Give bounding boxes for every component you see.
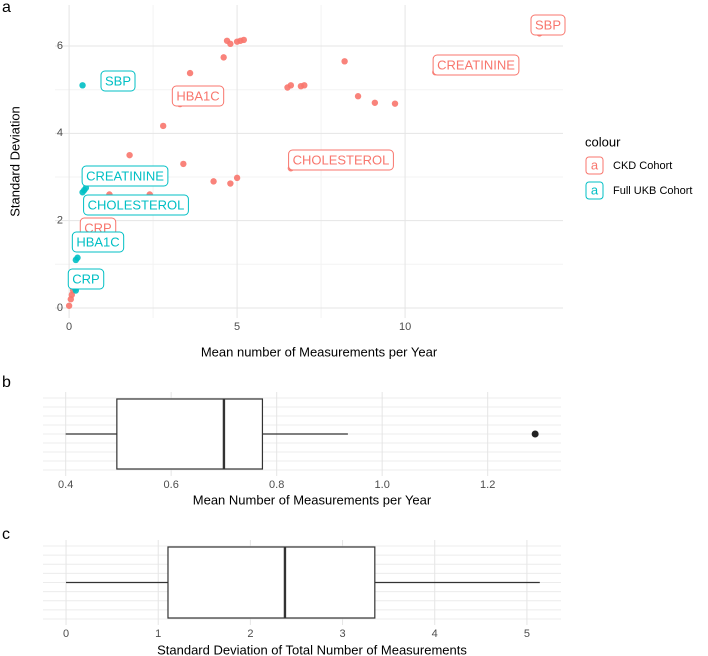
- point: [354, 93, 362, 100]
- x-tick-label: 5: [234, 321, 240, 333]
- point-label: HBA1C: [176, 88, 219, 103]
- y-axis-title: Standard Deviation: [7, 106, 22, 217]
- x-tick-label: 10: [399, 321, 411, 333]
- point: [287, 82, 295, 89]
- legend-key-text: a: [591, 182, 599, 197]
- point: [240, 36, 248, 44]
- x-axis-title: Standard Deviation of Total Number of Me…: [157, 642, 467, 656]
- x-axis-title: Mean Number of Measurements per Year: [193, 492, 432, 507]
- legend-label: CKD Cohort: [613, 160, 672, 172]
- point: [72, 256, 80, 264]
- point-label-box: [432, 54, 520, 76]
- point: [65, 302, 73, 309]
- x-tick-label: 2: [247, 628, 253, 640]
- legend-key: [585, 181, 604, 200]
- point: [391, 100, 399, 107]
- box: [116, 398, 264, 470]
- point-label: SBP: [105, 73, 131, 88]
- legend-label: Full UKB Cohort: [613, 185, 692, 197]
- y-tick-label: 6: [57, 40, 63, 52]
- x-tick-label: 3: [339, 628, 345, 640]
- point: [68, 291, 75, 299]
- x-tick-label: 0: [63, 628, 69, 640]
- point-label-box: [100, 70, 136, 92]
- x-tick-label: 0.6: [164, 479, 179, 491]
- point-label: CHOLESTEROL: [88, 197, 185, 212]
- point: [233, 174, 241, 182]
- point: [126, 151, 133, 159]
- point: [186, 69, 194, 77]
- box: [167, 546, 376, 619]
- x-tick-label: 1.0: [375, 479, 390, 491]
- point: [227, 180, 234, 187]
- x-tick-label: 5: [524, 628, 530, 640]
- point: [180, 160, 187, 168]
- point: [220, 54, 227, 61]
- point: [159, 122, 167, 130]
- x-tick-label: 0.8: [269, 479, 284, 491]
- x-axis-title: Mean number of Measurements per Year: [201, 344, 438, 359]
- legend-title: colour: [585, 134, 621, 149]
- point-label: CREATININE: [86, 168, 164, 183]
- x-tick-label: 0.4: [58, 479, 73, 491]
- panel-letter: b: [2, 374, 11, 391]
- point: [371, 99, 379, 106]
- point-label: CREATININE: [437, 57, 515, 72]
- point-label-box: [171, 85, 225, 107]
- point: [341, 58, 348, 65]
- point: [301, 82, 308, 89]
- point-label: CRP: [72, 271, 99, 286]
- y-tick-label: 2: [57, 215, 63, 227]
- point-label-box: [288, 149, 394, 171]
- x-tick-label: 0: [66, 321, 72, 333]
- point: [227, 40, 234, 48]
- x-tick-label: 1: [155, 628, 161, 640]
- point: [79, 189, 86, 196]
- point-label-box: [83, 194, 189, 216]
- panel-letter: a: [2, 0, 11, 16]
- point-label-box: [530, 14, 566, 36]
- point-label-box: [67, 268, 105, 290]
- point-label: CHOLESTEROL: [293, 152, 390, 167]
- point-label: HBA1C: [76, 234, 119, 249]
- point: [210, 178, 217, 185]
- point-label-box: [71, 231, 125, 253]
- legend-key: [585, 156, 604, 175]
- point-label: SBP: [535, 17, 561, 32]
- y-tick-label: 4: [57, 127, 63, 139]
- y-tick-label: 0: [57, 302, 63, 314]
- legend-key-text: a: [591, 157, 599, 172]
- outlier: [531, 430, 539, 438]
- panel-letter: c: [2, 526, 10, 543]
- x-tick-label: 4: [432, 628, 438, 640]
- point-label-box: [81, 165, 169, 187]
- x-tick-label: 1.2: [480, 479, 495, 491]
- point: [79, 82, 86, 89]
